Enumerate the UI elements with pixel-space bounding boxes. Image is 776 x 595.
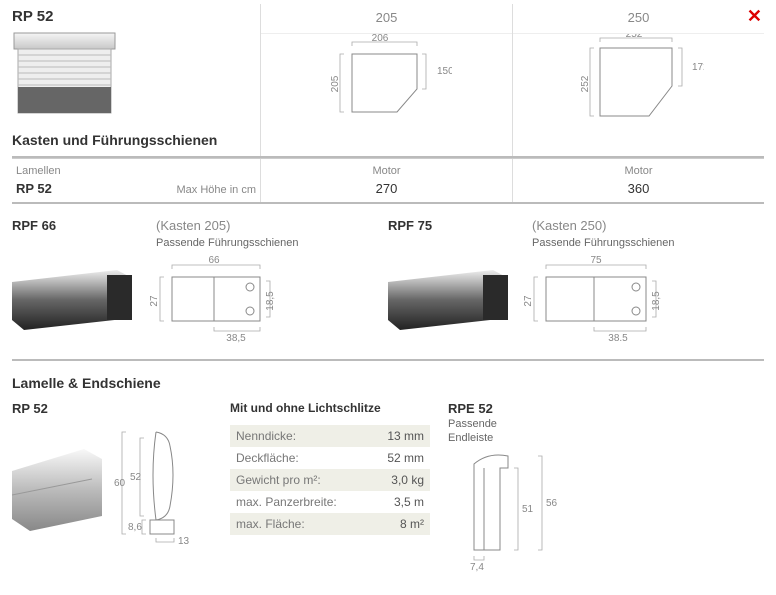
endrail-sub2: Endleiste (448, 432, 764, 444)
svg-text:52: 52 (130, 472, 142, 483)
spec-row: Gewicht pro m²:3,0 kg (230, 469, 430, 491)
top-col-205: 205 206 205 150 (260, 4, 512, 156)
rpf-75: RPF 75 (Kasten 250) Passende Führungssch… (388, 218, 764, 345)
rpf75-name: RPF 75 (388, 218, 508, 233)
svg-text:38,5: 38,5 (226, 333, 246, 344)
svg-text:38.5: 38.5 (608, 333, 628, 344)
spec-row: max. Fläche:8 m² (230, 513, 430, 535)
rpf66-diagram: 66 27 18,5 38,5 (142, 255, 292, 345)
lamelle-section-title: Lamelle & Endschiene (12, 361, 764, 401)
col-header-250: 250 (513, 8, 764, 34)
motor-label-1: Motor (265, 165, 508, 177)
rpf75-sub: Passende Führungsschienen (532, 237, 674, 249)
svg-text:8,6: 8,6 (128, 522, 142, 533)
svg-text:205: 205 (330, 75, 341, 92)
rpf75-photo (388, 270, 508, 330)
svg-text:18,5: 18,5 (265, 291, 276, 311)
svg-text:56: 56 (546, 498, 558, 509)
shutter-image (12, 31, 117, 121)
svg-text:252: 252 (625, 34, 642, 40)
rpf75-diagram: 75 27 18,5 38.5 (518, 255, 678, 345)
box-diagram-250: 252 252 172 (574, 34, 704, 134)
spec-row: Nenndicke:13 mm (230, 425, 430, 447)
rpf-row: RPF 66 (Kasten 205) Passende Führungssch… (12, 204, 764, 361)
svg-text:172: 172 (692, 62, 704, 73)
product-name: RP 52 (12, 8, 260, 25)
spec-row: Deckfläche:52 mm (230, 447, 430, 469)
col-header-205: 205 (261, 8, 512, 34)
top-header: ✕ RP 52 Kasten und Führungsschi (12, 4, 764, 158)
specs-title: Mit und ohne Lichtschlitze (230, 401, 430, 415)
svg-text:75: 75 (590, 255, 602, 266)
rpf66-sub: Passende Führungsschienen (156, 237, 298, 249)
rpf66-kasten: (Kasten 205) (156, 218, 298, 233)
svg-text:18,5: 18,5 (651, 291, 662, 311)
section1-title: Kasten und Führungsschienen (12, 124, 260, 152)
svg-text:27: 27 (523, 295, 534, 307)
close-icon[interactable]: ✕ (747, 6, 762, 27)
lamelle-row: RP 52 60 52 8,6 13 (12, 401, 764, 583)
lamelle-left: RP 52 60 52 8,6 13 (12, 401, 212, 583)
endrail-sub1: Passende (448, 418, 764, 430)
motor-val-1: 270 (265, 181, 508, 196)
motor-cell-2: Motor 360 (512, 159, 764, 202)
rpf66-photo (12, 270, 132, 330)
svg-text:27: 27 (149, 295, 160, 307)
endrail-name: RPE 52 (448, 401, 764, 416)
spec-row: max. Panzerbreite:3,5 m (230, 491, 430, 513)
rpf66-name: RPF 66 (12, 218, 132, 233)
svg-text:7,4: 7,4 (470, 562, 484, 573)
box-diagram-205: 206 205 150 (322, 34, 452, 134)
top-col-250: 250 252 252 172 (512, 4, 764, 156)
rpf-66: RPF 66 (Kasten 205) Passende Führungssch… (12, 218, 388, 345)
lamellen-cell: Lamellen RP 52 Max Höhe in cm (12, 159, 260, 202)
svg-text:13: 13 (178, 536, 190, 546)
endrail-panel: RPE 52 Passende Endleiste 51 56 7,4 (448, 401, 764, 583)
motor-label-2: Motor (517, 165, 760, 177)
rpf75-kasten: (Kasten 250) (532, 218, 674, 233)
svg-text:150: 150 (437, 66, 452, 77)
lamellen-note: Max Höhe in cm (177, 184, 256, 196)
spec-rows: Nenndicke:13 mm Deckfläche:52 mm Gewicht… (230, 425, 430, 535)
lam-name: RP 52 (12, 401, 212, 416)
svg-text:252: 252 (580, 75, 591, 92)
lam-photo (12, 441, 102, 531)
svg-text:66: 66 (208, 255, 220, 266)
lam-diagram: 60 52 8,6 13 (108, 426, 208, 546)
endrail-diagram: 51 56 7,4 (448, 450, 588, 580)
top-left: RP 52 Kasten und Führungsschienen (12, 4, 260, 156)
lamellen-motor-row: Lamellen RP 52 Max Höhe in cm Motor 270 … (12, 158, 764, 204)
lamellen-label: Lamellen (16, 165, 256, 177)
motor-cell-1: Motor 270 (260, 159, 512, 202)
specs-panel: Mit und ohne Lichtschlitze Nenndicke:13 … (230, 401, 430, 583)
lamellen-value: RP 52 (16, 181, 52, 196)
motor-val-2: 360 (517, 181, 760, 196)
svg-text:51: 51 (522, 504, 534, 515)
svg-text:60: 60 (114, 478, 126, 489)
svg-text:206: 206 (371, 34, 388, 44)
